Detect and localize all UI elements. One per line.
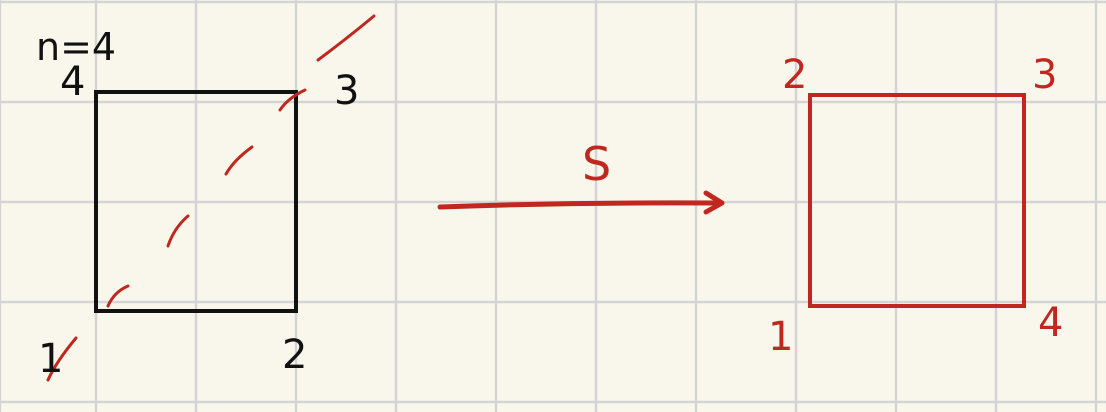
diagonal-dash: [316, 14, 376, 62]
right-square-group: 1 2 3 4: [768, 52, 1063, 360]
diagonal-dashed-line: [46, 14, 376, 382]
left-corner-label-top-left: 4: [60, 59, 85, 105]
left-corner-label-bottom-right: 2: [282, 332, 307, 378]
right-corner-label-bottom-right: 4: [1038, 300, 1063, 346]
n-note-label: n=4: [36, 25, 116, 69]
diagonal-dash: [46, 336, 78, 382]
left-corner-label-bottom-left: 1: [38, 336, 63, 382]
diagonal-dash: [278, 88, 307, 112]
map-label: S: [582, 137, 611, 191]
map-arrow-group: S: [437, 137, 725, 215]
left-square: [94, 90, 298, 313]
map-arrow-head: [703, 190, 725, 215]
diagonal-dash: [106, 284, 130, 308]
left-square-group: n=4 1 2 3 4: [36, 14, 376, 382]
right-square: [808, 93, 1026, 308]
diagonal-dash: [166, 214, 190, 248]
diagonal-dash: [224, 145, 254, 176]
right-corner-label-bottom-left: 1: [768, 314, 793, 360]
right-corner-label-top-right: 3: [1032, 52, 1057, 98]
left-corner-label-top-right: 3: [334, 68, 359, 114]
map-arrow-shaft: [437, 200, 723, 210]
right-corner-label-top-left: 2: [782, 52, 807, 98]
